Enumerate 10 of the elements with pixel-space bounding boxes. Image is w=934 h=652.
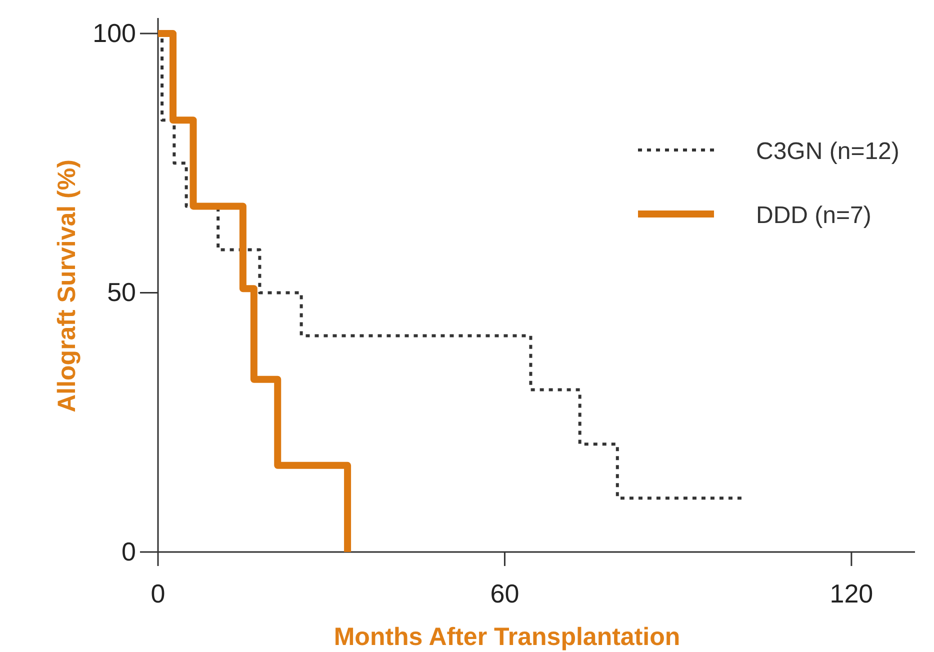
x-tick-label: 120 [830,578,874,608]
y-axis-title: Allograft Survival (%) [53,160,81,412]
legend-label: C3GN (n=12) [756,138,900,165]
legend-label: DDD (n=7) [756,202,872,229]
y-tick-label: 100 [92,18,136,48]
x-tick-label: 0 [150,578,166,608]
x-axis-title: Months After Transplantation [334,623,680,651]
y-tick-label: 0 [122,536,136,566]
y-tick-label: 50 [107,277,136,308]
x-tick-label: 60 [490,578,520,608]
